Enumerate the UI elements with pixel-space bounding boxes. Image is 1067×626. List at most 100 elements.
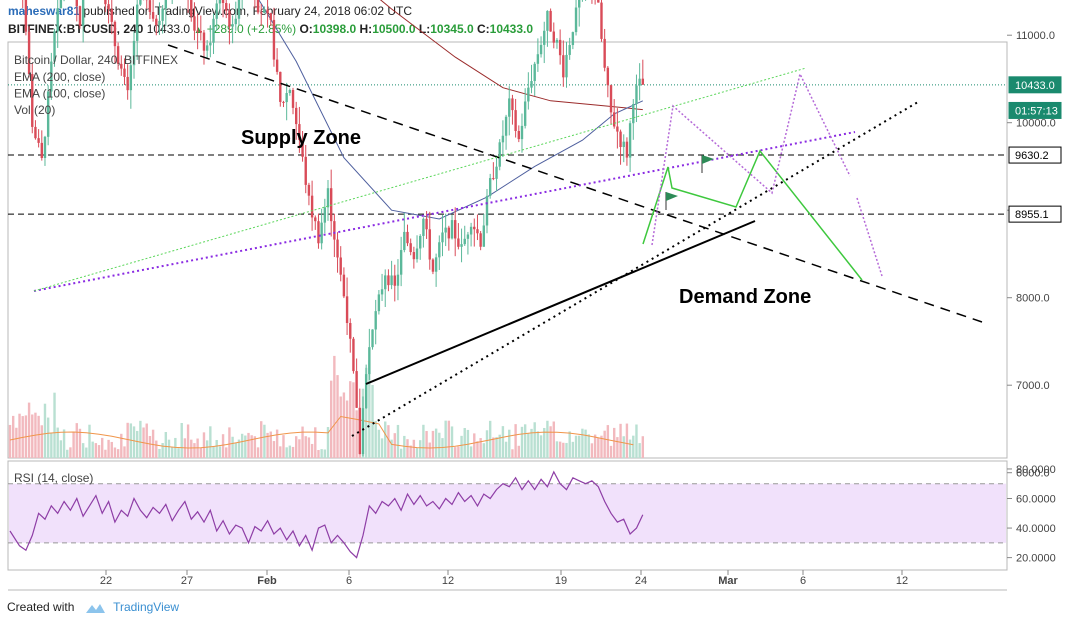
price-tick-label: 7000.0 — [1016, 380, 1050, 392]
candle-body — [59, 0, 63, 9]
volume-ma-line — [9, 415, 634, 449]
volume-bar — [31, 414, 34, 458]
volume-bar — [240, 433, 244, 458]
volume-bar — [78, 428, 82, 458]
volume-bar — [326, 427, 330, 458]
volume-bar — [593, 434, 597, 458]
candle-body — [555, 39, 559, 43]
candle-body — [485, 195, 489, 226]
volume-bar — [209, 426, 212, 458]
candle-body — [641, 78, 645, 85]
candle-body — [345, 296, 349, 324]
candle-body — [622, 141, 625, 148]
volume-bar — [75, 423, 78, 458]
volume-bar — [145, 423, 148, 458]
candle-body — [27, 31, 31, 75]
candle-body — [161, 8, 164, 21]
candle-body — [256, 0, 260, 13]
candle-body — [120, 63, 123, 69]
rsi-tick-label: 60.0000 — [1016, 494, 1056, 506]
volume-bar — [155, 440, 158, 458]
volume-bar — [558, 441, 562, 458]
volume-bar — [562, 442, 565, 458]
candle-body — [558, 39, 562, 56]
chart-labels: Bitcoin / Dollar, 240, BITFINEX EMA (200,… — [14, 53, 811, 308]
volume-bar — [597, 437, 600, 458]
volume-bars — [8, 355, 645, 458]
volume-bar — [202, 432, 206, 458]
candle-body — [260, 12, 263, 14]
volume-bar — [479, 438, 482, 458]
volume-bar — [139, 420, 142, 458]
legend-entry: Vol (20) — [14, 103, 55, 117]
volume-bar — [295, 436, 298, 458]
volume-bar — [151, 429, 155, 458]
volume-bar — [27, 402, 31, 458]
volume-bar — [613, 427, 616, 458]
volume-bar — [568, 431, 571, 458]
candle-body — [320, 222, 323, 244]
candle-body — [136, 4, 139, 41]
candle-body — [78, 6, 82, 26]
drawings — [33, 44, 983, 437]
green-projection-path — [642, 149, 863, 281]
volume-bar — [632, 435, 635, 458]
volume-bar — [419, 440, 422, 458]
volume-bar — [282, 435, 285, 458]
volume-bar — [329, 380, 333, 458]
volume-bar — [291, 446, 295, 458]
price-level-label: 8955.1 — [1015, 209, 1049, 221]
volume-bar — [498, 434, 501, 458]
volume-bar — [422, 424, 425, 458]
volume-bar — [170, 447, 174, 458]
candle-body — [374, 311, 377, 330]
candle-body — [597, 0, 600, 3]
candle-body — [272, 19, 276, 60]
candle-body — [275, 59, 279, 72]
volume-bar — [215, 439, 218, 458]
volume-bar — [384, 421, 387, 458]
candle-body — [132, 40, 136, 66]
time-tick-label: Mar — [718, 575, 738, 587]
volume-bar — [603, 430, 606, 458]
volume-bar — [501, 426, 505, 458]
volume-bar — [609, 445, 613, 458]
volume-bar — [517, 445, 520, 458]
volume-bar — [336, 375, 339, 458]
candle-body — [218, 0, 222, 4]
candle-body — [46, 91, 50, 137]
candle-body — [628, 123, 632, 158]
price-level-badge — [1008, 146, 1062, 164]
volume-bar — [428, 442, 431, 458]
volume-bar — [43, 403, 47, 458]
volume-bar — [399, 448, 403, 458]
chart-title: Bitcoin / Dollar, 240, BITFINEX — [14, 53, 178, 67]
volume-bar — [110, 441, 113, 458]
purple-projection-drop — [856, 197, 883, 277]
volume-bar — [393, 433, 396, 458]
candle-body — [199, 30, 202, 33]
volume-bar — [50, 432, 53, 458]
candle-body — [473, 226, 476, 230]
volume-bar — [473, 433, 476, 458]
volume-bar — [333, 355, 336, 458]
candle-body — [298, 124, 301, 140]
volume-bar — [193, 443, 196, 458]
volume-bar — [616, 437, 619, 458]
volume-bar — [11, 415, 15, 458]
candle-body — [295, 107, 298, 125]
volume-bar — [606, 425, 610, 458]
volume-bar — [625, 423, 629, 458]
candle-body — [368, 347, 371, 375]
volume-bar — [91, 441, 94, 458]
candle-body — [632, 104, 635, 124]
candle-body — [393, 275, 396, 286]
volume-bar — [53, 392, 56, 458]
tradingview-brand-link[interactable]: TradingView — [113, 600, 180, 614]
candle-body — [441, 232, 444, 243]
candle-body — [635, 85, 638, 105]
candle-body — [434, 257, 438, 272]
volume-bar — [539, 435, 543, 458]
volume-bar — [116, 449, 120, 458]
